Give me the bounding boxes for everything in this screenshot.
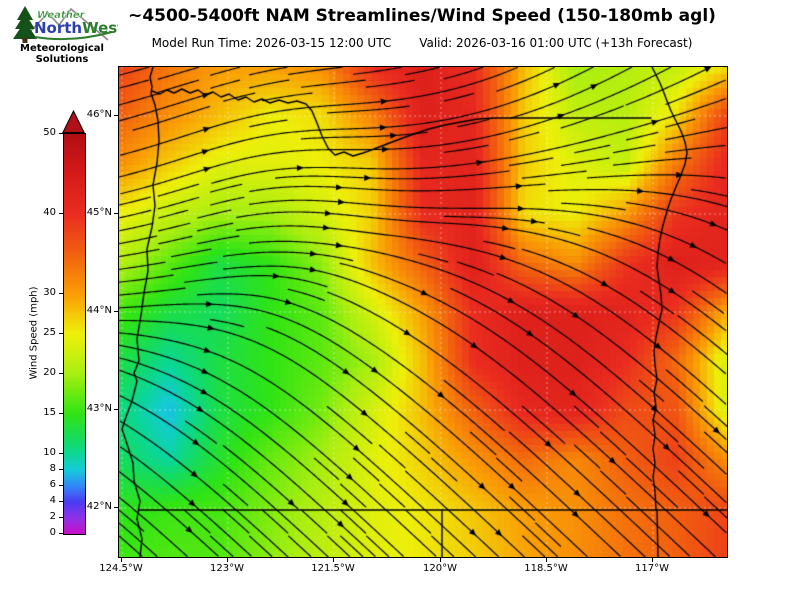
lat-tick [114, 311, 118, 312]
lat-tick-label: 42°N [86, 501, 112, 512]
colorbar-tick-label: 4 [49, 495, 56, 506]
lat-tick [114, 507, 118, 508]
lat-tick [114, 115, 118, 116]
colorbar-tick-label: 0 [49, 527, 56, 538]
colorbar-tick [59, 213, 64, 214]
lon-tick [546, 558, 547, 562]
colorbar-tick-label: 30 [43, 287, 56, 298]
valid-time: Valid: 2026-03-16 01:00 UTC (+13h Foreca… [419, 36, 693, 50]
colorbar-tick [59, 293, 64, 294]
logo-subtitle: Meteorological Solutions [6, 43, 118, 65]
colorbar-tick-label: 40 [43, 207, 56, 218]
lon-tick [333, 558, 334, 562]
colorbar-tick [59, 133, 64, 134]
colorbar-tick-label: 2 [49, 511, 56, 522]
lon-tick [121, 558, 122, 562]
chart-title: ~4500-5400ft NAM Streamlines/Wind Speed … [128, 6, 716, 26]
colorbar-tick-label: 50 [43, 127, 56, 138]
colorbar-tick-label: 20 [43, 367, 56, 378]
colorbar-tick-label: 10 [43, 447, 56, 458]
chart-subtitle: Model Run Time: 2026-03-15 12:00 UTC Val… [98, 36, 746, 50]
lon-tick-label: 117°W [635, 563, 669, 574]
lon-tick-label: 123°W [210, 563, 244, 574]
colorbar-tick-label: 8 [49, 463, 56, 474]
colorbar-tick [59, 501, 64, 502]
colorbar-tick [59, 517, 64, 518]
colorbar-tick [59, 485, 64, 486]
mountain-icon [21, 7, 109, 41]
colorbar-tick [59, 469, 64, 470]
model-run-time: Model Run Time: 2026-03-15 12:00 UTC [151, 36, 392, 50]
colorbar-tick-label: 6 [49, 479, 56, 490]
colorbar [63, 133, 86, 535]
colorbar-tick [59, 373, 64, 374]
colorbar-tick [59, 533, 64, 534]
logo-weather-text: Weather [37, 10, 86, 21]
lat-tick [114, 409, 118, 410]
lon-tick-label: 120°W [423, 563, 457, 574]
colorbar-tick-label: 25 [43, 327, 56, 338]
colorbar-tick [59, 453, 64, 454]
colorbar-tick [59, 413, 64, 414]
pine-tree-icon [13, 6, 37, 43]
logo-swoosh [34, 31, 113, 41]
logo-subtitle-line2: Solutions [35, 54, 89, 65]
lon-tick [440, 558, 441, 562]
lat-tick-label: 45°N [86, 207, 112, 218]
lon-tick [227, 558, 228, 562]
lat-tick-label: 43°N [86, 403, 112, 414]
lon-tick-label: 121.5°W [311, 563, 355, 574]
colorbar-tick-label: 15 [43, 407, 56, 418]
logo-northwest-text: NorthWest [34, 19, 118, 37]
colorbar-over-arrow [62, 110, 85, 133]
colorbar-tick [59, 333, 64, 334]
map-canvas [119, 67, 727, 557]
lon-tick-label: 118.5°W [524, 563, 568, 574]
logo: Weather NorthWest [6, 2, 124, 66]
logo-subtitle-line1: Meteorological [20, 43, 104, 54]
lat-tick-label: 44°N [86, 305, 112, 316]
lat-tick [114, 213, 118, 214]
lon-tick-label: 124.5°W [99, 563, 143, 574]
lon-tick [652, 558, 653, 562]
map-frame [118, 66, 728, 558]
lat-tick-label: 46°N [86, 109, 112, 120]
